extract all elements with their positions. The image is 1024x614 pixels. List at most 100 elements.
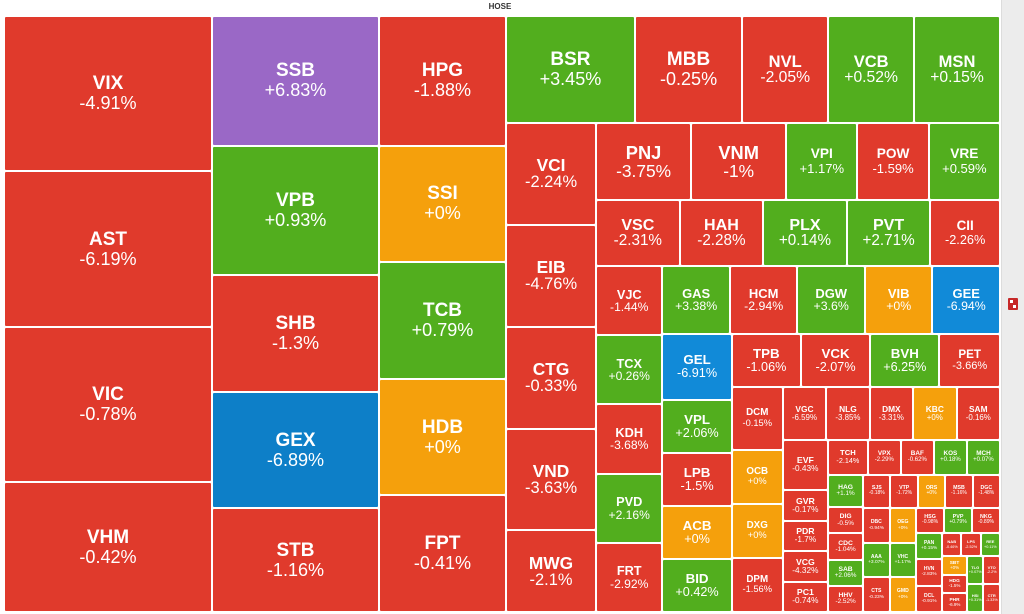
tile-pvp[interactable]: PVP +0.79% [944, 508, 973, 533]
tile-pow[interactable]: POW -1.59% [857, 122, 929, 201]
tile-mch[interactable]: MCH +0.07% [966, 439, 1000, 475]
tile-hdg[interactable]: HDG -1.5% [942, 574, 967, 594]
tile-hpg[interactable]: HPG -1.88% [379, 16, 506, 146]
tile-ocb[interactable]: OCB +0% [731, 450, 783, 504]
tile-dgw[interactable]: DGW +3.6% [797, 266, 865, 334]
tile-pnj[interactable]: PNJ -3.75% [596, 122, 692, 201]
tile-vci[interactable]: VCI -2.24% [506, 122, 597, 225]
tile-sab[interactable]: SAB +2.06% [828, 559, 864, 586]
tile-dig[interactable]: DIG -0.5% [828, 507, 864, 534]
tile-bsr[interactable]: BSR +3.45% [506, 16, 635, 123]
tile-sbt[interactable]: SBT +0% [942, 556, 967, 575]
tile-hsg[interactable]: HSG -0.98% [916, 508, 945, 533]
tile-vix[interactable]: VIX -4.91% [4, 16, 212, 172]
scrollbar[interactable] [1001, 0, 1024, 614]
tile-vcb[interactable]: VCB +0.52% [828, 16, 915, 123]
tile-vhm[interactable]: VHM -0.42% [4, 482, 212, 612]
tile-lpb[interactable]: LPB -1.5% [662, 453, 732, 507]
tile-pc1[interactable]: PC1 -0.74% [782, 581, 829, 612]
tile-vgc[interactable]: VGC -6.59% [782, 387, 827, 440]
tile-pan[interactable]: PAN +0.15% [916, 532, 943, 560]
tile-phr[interactable]: PHR -6.9% [942, 593, 967, 612]
tile-vhc[interactable]: VHC +1.17% [889, 542, 917, 578]
tile-frt[interactable]: FRT -2.92% [596, 542, 663, 612]
tile-ctg[interactable]: CTG -0.33% [506, 326, 597, 429]
tile-vib[interactable]: VIB +0% [864, 266, 933, 334]
tile-dbc[interactable]: DBC -0.94% [863, 508, 890, 543]
tile-dmx[interactable]: DMX -3.31% [869, 387, 914, 440]
tile-tlg[interactable]: TLG +0.07% [966, 556, 984, 585]
tile-vic[interactable]: VIC -0.78% [4, 326, 212, 483]
tile-vre[interactable]: VRE +0.59% [928, 122, 1000, 201]
tile-shb[interactable]: SHB -1.3% [212, 275, 379, 392]
tile-ors[interactable]: ORS +0% [917, 474, 946, 509]
tile-aaa[interactable]: AAA +3.07% [863, 542, 890, 578]
tile-tpb[interactable]: TPB -1.06% [731, 333, 801, 388]
tile-hcm[interactable]: HCM -2.94% [729, 266, 798, 334]
tile-vtp[interactable]: VTP -1.72% [890, 474, 918, 509]
tile-dcl[interactable]: DCL -0.91% [916, 585, 943, 612]
tile-mbb[interactable]: MBB -0.25% [634, 16, 743, 123]
tile-dxg[interactable]: DXG +0% [731, 504, 783, 558]
tile-gvr[interactable]: GVR -0.17% [782, 490, 829, 521]
tile-pvd[interactable]: PVD +2.16% [596, 473, 663, 543]
tile-dpm[interactable]: DPM -1.56% [731, 558, 783, 612]
tile-vpx[interactable]: VPX -2.29% [867, 439, 901, 475]
tile-ssb[interactable]: SSB +6.83% [212, 16, 379, 146]
tile-ctr[interactable]: CTR -1.33% [983, 584, 1000, 612]
tile-vpb[interactable]: VPB +0.93% [212, 145, 379, 276]
tile-nvl[interactable]: NVL -2.05% [742, 16, 829, 123]
tile-plx[interactable]: PLX +0.14% [763, 200, 847, 266]
tile-gel[interactable]: GEL -6.91% [662, 333, 732, 401]
tile-gmd[interactable]: GMD +0% [889, 577, 917, 612]
tile-vnd[interactable]: VND -3.63% [506, 428, 597, 531]
tile-stb[interactable]: STB -1.16% [212, 508, 379, 612]
tile-dcm[interactable]: DCM -0.15% [731, 387, 783, 450]
tile-vjc[interactable]: VJC -1.44% [596, 266, 663, 336]
tile-bid[interactable]: BID +0.42% [662, 559, 732, 612]
tile-ssi[interactable]: SSI +0% [379, 145, 506, 263]
tile-kbc[interactable]: KBC +0% [913, 387, 957, 440]
tile-gex[interactable]: GEX -6.89% [212, 391, 379, 509]
tile-tcb[interactable]: TCB +0.79% [379, 262, 506, 379]
tile-cts[interactable]: CTS -0.23% [863, 577, 890, 612]
tile-kdh[interactable]: KDH -3.68% [596, 404, 663, 474]
tile-vck[interactable]: VCK -2.07% [800, 333, 871, 388]
tile-vto[interactable]: VTO -2.2% [983, 556, 1000, 585]
tile-baf[interactable]: BAF -0.62% [900, 439, 934, 475]
tile-hag[interactable]: HAG +1.1% [828, 474, 864, 508]
tile-msn[interactable]: MSN +0.15% [914, 16, 1000, 123]
tile-hsi[interactable]: HSI +0.31% [966, 584, 984, 612]
tile-pdr[interactable]: PDR -1.7% [782, 520, 829, 552]
tile-hvn[interactable]: HVN -2.83% [916, 559, 943, 586]
tile-nlg[interactable]: NLG -3.85% [826, 387, 870, 440]
tile-nkg[interactable]: NKG -0.89% [972, 508, 1000, 533]
tile-dgc[interactable]: DGC -1.48% [972, 474, 1000, 509]
tile-evf[interactable]: EVF -0.43% [782, 439, 829, 491]
tile-vpi[interactable]: VPI +1.17% [786, 122, 858, 201]
tile-oeg[interactable]: OEG +0% [889, 508, 917, 543]
tile-kos[interactable]: KOS +0.18% [933, 439, 967, 475]
tile-cii[interactable]: CII -2.26% [930, 200, 1000, 266]
tile-ast[interactable]: AST -6.19% [4, 171, 212, 327]
tile-gee[interactable]: GEE -6.94% [932, 266, 1000, 334]
tile-sam[interactable]: SAM -0.16% [956, 387, 1000, 440]
tile-eib[interactable]: EIB -4.76% [506, 224, 597, 327]
tile-vnm[interactable]: VNM -1% [691, 122, 787, 201]
tile-acb[interactable]: ACB +0% [662, 506, 732, 560]
tile-vcg[interactable]: VCG -4.32% [782, 551, 829, 582]
tile-hdb[interactable]: HDB +0% [379, 378, 506, 496]
tile-cdc[interactable]: CDC -1.04% [828, 533, 864, 560]
tile-tcx[interactable]: TCX +0.26% [596, 335, 663, 405]
tile-gas[interactable]: GAS +3.38% [662, 266, 730, 334]
tile-mwg[interactable]: MWG -2.1% [506, 530, 597, 612]
tile-bvh[interactable]: BVH +6.25% [870, 333, 940, 388]
tile-hhv[interactable]: HHV -2.52% [828, 585, 864, 612]
tile-lps[interactable]: LPS -2.52% [961, 532, 981, 557]
tile-pet[interactable]: PET -3.66% [939, 333, 1000, 388]
tile-msb[interactable]: MSB -1.16% [945, 474, 973, 509]
tile-vsc[interactable]: VSC -2.31% [596, 200, 680, 266]
tile-fpt[interactable]: FPT -0.41% [379, 495, 506, 612]
tile-nab[interactable]: NAB -0.46% [942, 532, 962, 557]
app-logo-icon[interactable] [1008, 298, 1018, 310]
